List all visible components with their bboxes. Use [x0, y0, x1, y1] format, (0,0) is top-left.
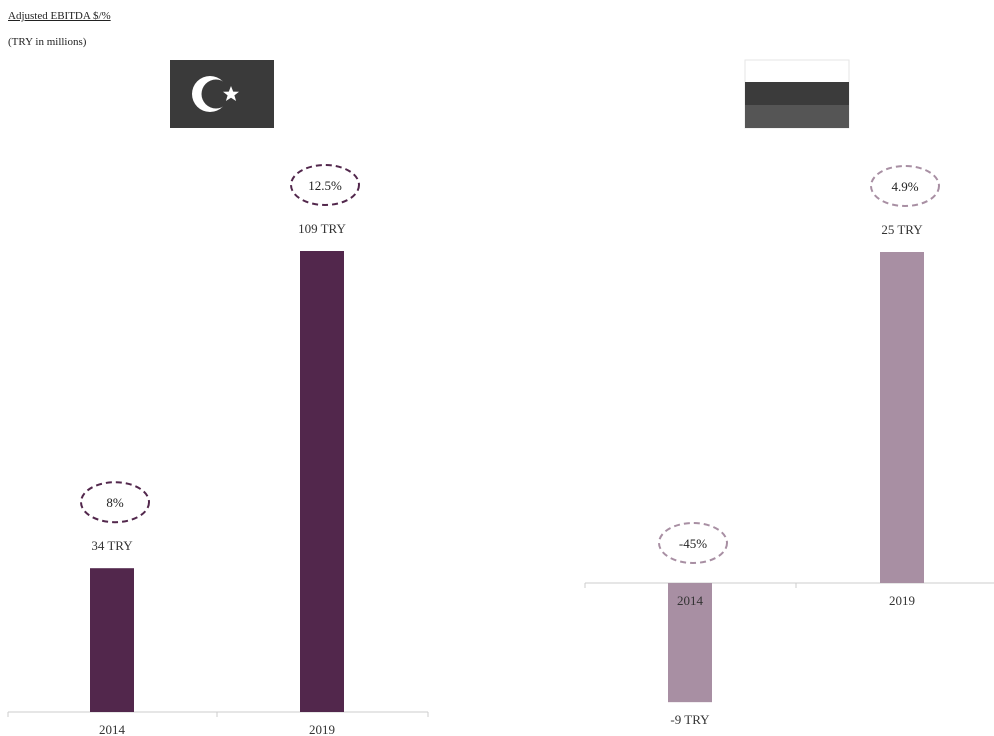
turkey-value-label: 34 TRY	[91, 538, 133, 553]
russia-value-label: -9 TRY	[670, 712, 710, 727]
russia-chart: 2014 -9 TRY -45% 2019 25 TRY 4.9%	[585, 166, 994, 727]
russia-flag-icon	[745, 60, 849, 128]
turkey-bar-2014	[90, 568, 134, 712]
turkey-flag-icon	[170, 60, 274, 128]
turkey-category-label: 2014	[99, 722, 126, 736]
turkey-bar-2019	[300, 251, 344, 712]
turkey-margin-label: 8%	[106, 495, 124, 510]
russia-category-label: 2019	[889, 593, 915, 608]
russia-margin-label: 4.9%	[891, 179, 918, 194]
turkey-chart: 2014 34 TRY 8% 2019 109 TRY 12.5%	[8, 165, 428, 736]
russia-value-label: 25 TRY	[881, 222, 923, 237]
russia-bar-2019	[880, 252, 924, 583]
turkey-margin-label: 12.5%	[308, 178, 342, 193]
turkey-value-label: 109 TRY	[298, 221, 346, 236]
russia-category-label: 2014	[677, 593, 704, 608]
russia-margin-label: -45%	[679, 536, 707, 551]
turkey-category-label: 2019	[309, 722, 335, 736]
